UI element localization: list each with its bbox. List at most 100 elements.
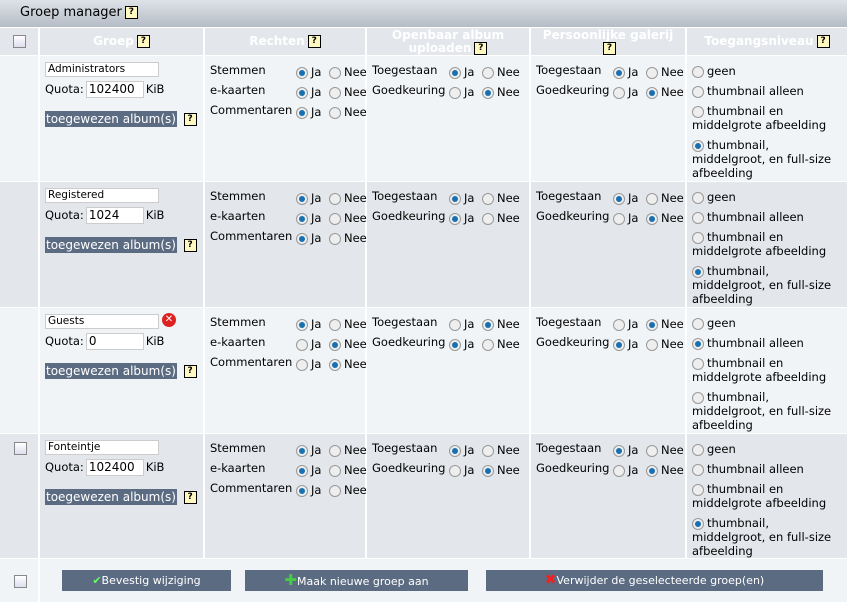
help-icon[interactable]: ? — [183, 365, 197, 378]
help-icon[interactable]: ? — [183, 113, 197, 126]
vote-no[interactable]: Nee — [329, 191, 367, 205]
radio[interactable] — [329, 318, 341, 331]
ecard-no[interactable]: Nee — [329, 85, 367, 99]
vote-yes[interactable]: Ja — [296, 317, 321, 331]
upload-allowed-no[interactable]: Nee — [482, 191, 520, 205]
personal-allowed-yes[interactable]: Ja — [613, 191, 638, 205]
access-option[interactable]: geen — [692, 442, 842, 456]
access-option[interactable]: thumbnail alleen — [692, 84, 842, 98]
access-option[interactable]: geen — [692, 64, 842, 78]
radio[interactable] — [449, 464, 461, 477]
access-option[interactable]: thumbnail alleen — [692, 462, 842, 476]
radio[interactable] — [613, 464, 625, 477]
assigned-albums-link[interactable]: toegewezen album(s) — [45, 237, 177, 253]
radio[interactable] — [482, 66, 494, 79]
radio[interactable] — [449, 192, 461, 205]
vote-no[interactable]: Nee — [329, 443, 367, 457]
radio[interactable] — [329, 444, 341, 457]
help-icon[interactable]: ? — [124, 6, 138, 19]
radio[interactable] — [692, 85, 704, 98]
radio[interactable] — [692, 211, 704, 224]
radio[interactable] — [482, 86, 494, 99]
quota-input[interactable]: 0 — [85, 333, 144, 350]
personal-allowed-yes[interactable]: Ja — [613, 65, 638, 79]
quota-input[interactable]: 102400 — [85, 459, 144, 476]
group-checkbox[interactable] — [14, 442, 27, 455]
radio[interactable] — [296, 464, 308, 477]
personal-allowed-yes[interactable]: Ja — [613, 317, 638, 331]
radio[interactable] — [482, 212, 494, 225]
personal-approval-yes[interactable]: Ja — [613, 337, 638, 351]
comment-yes[interactable]: Ja — [296, 483, 321, 497]
vote-no[interactable]: Nee — [329, 317, 367, 331]
radio[interactable] — [613, 192, 625, 205]
upload-approval-yes[interactable]: Ja — [449, 211, 474, 225]
upload-approval-yes[interactable]: Ja — [449, 337, 474, 351]
access-option[interactable]: thumbnail, middelgroot, en full-size afb… — [692, 138, 842, 180]
ecard-yes[interactable]: Ja — [296, 211, 321, 225]
radio[interactable] — [329, 106, 341, 119]
personal-allowed-yes[interactable]: Ja — [613, 443, 638, 457]
comment-yes[interactable]: Ja — [296, 105, 321, 119]
radio[interactable] — [613, 318, 625, 331]
radio[interactable] — [329, 66, 341, 79]
upload-approval-yes[interactable]: Ja — [449, 463, 474, 477]
radio[interactable] — [296, 106, 308, 119]
delete-icon[interactable]: ✕ — [162, 313, 176, 327]
radio[interactable] — [329, 464, 341, 477]
radio[interactable] — [482, 444, 494, 457]
vote-yes[interactable]: Ja — [296, 191, 321, 205]
radio[interactable] — [613, 86, 625, 99]
radio[interactable] — [329, 338, 341, 351]
radio[interactable] — [692, 517, 704, 530]
radio[interactable] — [329, 232, 341, 245]
personal-allowed-no[interactable]: Nee — [646, 65, 684, 79]
radio[interactable] — [296, 358, 308, 371]
help-icon[interactable]: ? — [136, 35, 150, 48]
radio[interactable] — [646, 86, 658, 99]
personal-allowed-no[interactable]: Nee — [646, 443, 684, 457]
radio[interactable] — [692, 391, 704, 404]
upload-approval-yes[interactable]: Ja — [449, 85, 474, 99]
ecard-yes[interactable]: Ja — [296, 337, 321, 351]
upload-approval-no[interactable]: Nee — [482, 337, 520, 351]
upload-allowed-yes[interactable]: Ja — [449, 65, 474, 79]
radio[interactable] — [692, 139, 704, 152]
help-icon[interactable]: ? — [183, 491, 197, 504]
comment-no[interactable]: Nee — [329, 483, 367, 497]
comment-no[interactable]: Nee — [329, 357, 367, 371]
access-option[interactable]: thumbnail, middelgroot, en full-size afb… — [692, 390, 842, 432]
group-name-input[interactable]: Registered — [45, 188, 159, 203]
radio[interactable] — [482, 338, 494, 351]
radio[interactable] — [692, 231, 704, 244]
radio[interactable] — [449, 318, 461, 331]
comment-yes[interactable]: Ja — [296, 231, 321, 245]
radio[interactable] — [646, 192, 658, 205]
comment-no[interactable]: Nee — [329, 105, 367, 119]
personal-approval-no[interactable]: Nee — [646, 463, 684, 477]
radio[interactable] — [449, 212, 461, 225]
help-icon[interactable]: ? — [474, 41, 488, 55]
comment-no[interactable]: Nee — [329, 231, 367, 245]
vote-no[interactable]: Nee — [329, 65, 367, 79]
apply-changes-button[interactable]: ✔Bevestig wijziging — [62, 570, 231, 591]
radio[interactable] — [646, 66, 658, 79]
radio[interactable] — [613, 338, 625, 351]
ecard-yes[interactable]: Ja — [296, 85, 321, 99]
radio[interactable] — [449, 444, 461, 457]
access-option[interactable]: thumbnail alleen — [692, 210, 842, 224]
select-all-checkbox-bottom[interactable] — [14, 575, 27, 588]
personal-approval-yes[interactable]: Ja — [613, 85, 638, 99]
radio[interactable] — [296, 318, 308, 331]
radio[interactable] — [449, 66, 461, 79]
personal-approval-no[interactable]: Nee — [646, 211, 684, 225]
radio[interactable] — [449, 86, 461, 99]
radio[interactable] — [329, 212, 341, 225]
access-option[interactable]: thumbnail, middelgroot, en full-size afb… — [692, 516, 842, 558]
new-group-button[interactable]: ✚Maak nieuwe groep aan — [245, 570, 468, 591]
access-option[interactable]: thumbnail, middelgroot, en full-size afb… — [692, 264, 842, 306]
radio[interactable] — [482, 464, 494, 477]
personal-approval-no[interactable]: Nee — [646, 337, 684, 351]
radio[interactable] — [692, 317, 704, 330]
upload-allowed-no[interactable]: Nee — [482, 317, 520, 331]
